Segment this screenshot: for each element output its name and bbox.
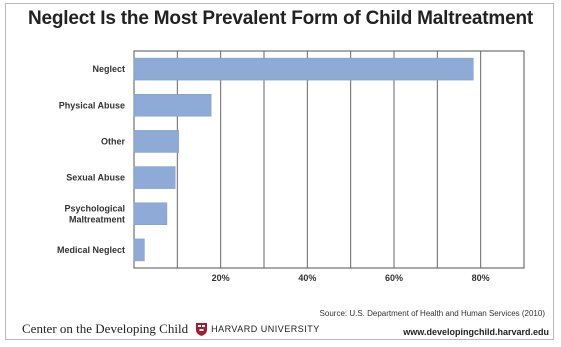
category-label: Other [101,136,126,146]
chart-title: Neglect Is the Most Prevalent Form of Ch… [27,8,534,29]
x-tick-label: 60% [385,273,403,283]
x-tick-label: 20% [212,273,230,283]
category-label: Sexual Abuse [66,173,125,183]
x-tick-label: 40% [298,273,316,283]
bar [133,94,212,117]
org-name: Center on the Developing Child [22,321,189,336]
bar [133,202,168,225]
category-label: Physical Abuse [59,100,125,110]
bar [133,238,145,262]
university-name: HARVARD UNIVERSITY [211,324,320,334]
plot-area [133,50,525,269]
category-label: Medical Neglect [57,245,125,255]
category-label: Psychological Maltreatment [64,203,125,224]
bar [133,57,474,81]
source-note: Source: U.S. Department of Health and Hu… [319,309,545,318]
footer-url[interactable]: www.developingchild.harvard.edu [403,327,549,337]
bar [133,166,176,189]
category-label: Neglect [92,64,125,74]
bar [133,130,179,153]
x-tick-label: 80% [472,273,490,283]
harvard-shield-icon [196,322,208,336]
footer-organization: Center on the Developing Child HARVARD U… [22,321,320,337]
